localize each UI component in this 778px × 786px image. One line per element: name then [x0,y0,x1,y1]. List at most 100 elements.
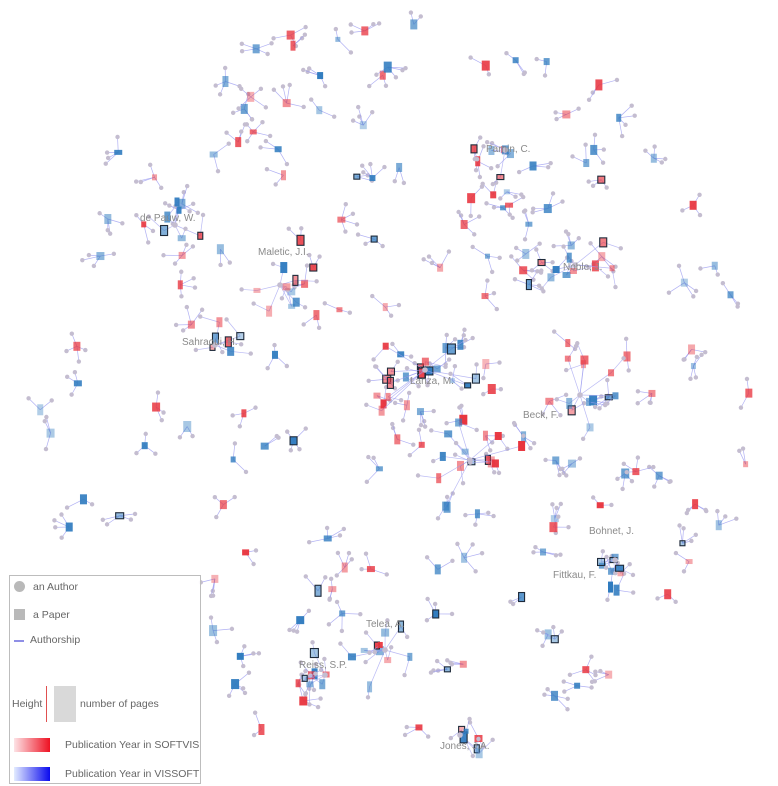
author-node [565,707,570,712]
paper-node [386,367,396,376]
paper-node [292,297,300,307]
author-node [226,693,232,698]
hub-author-node [382,647,388,653]
author-node [161,410,166,415]
author-node [533,544,538,550]
author-node [558,501,564,507]
author-node [208,615,214,620]
author-node [190,433,195,439]
paper-node [286,30,295,40]
paper-node [443,666,451,673]
author-node [42,418,47,424]
author-node [545,687,550,692]
authorship-link [174,224,201,237]
author-node [363,630,369,635]
authorship-link [574,242,604,266]
paper-node [73,380,82,387]
author-node [474,362,479,367]
author-node [307,252,312,258]
paper-node [439,451,446,461]
paper-node [567,459,576,468]
author-node [457,405,462,410]
paper-node [655,471,663,480]
paper-node [337,216,346,223]
author-node [698,266,703,271]
authorship-link [588,401,606,406]
author-node [306,540,312,545]
author-node [497,360,502,365]
author-node [553,553,559,558]
authorship-link [718,518,737,526]
author-node [404,724,409,730]
author-node [463,337,468,343]
authorship-link [478,739,493,754]
paper-node [177,235,186,242]
author-node [498,196,503,201]
author-node [190,244,196,249]
author-node [333,26,339,32]
paper-node [417,367,426,379]
author-node [418,422,424,428]
author-node [299,226,304,231]
author-node [146,214,151,219]
author-node [265,51,270,57]
author-node [550,191,556,196]
author-node [367,650,372,655]
author-node [363,551,369,556]
author-node [307,702,312,707]
author-node [697,192,702,197]
paper-node [518,440,526,451]
paper-node [384,657,392,664]
hub-author-node [172,222,178,228]
authorship-link [200,316,220,323]
author-node [173,322,179,328]
paper-node [280,262,288,274]
author-node [418,14,423,19]
paper-node [547,273,555,282]
author-node [26,396,31,401]
author-node [273,182,278,187]
author-node [491,513,496,519]
paper-node [46,428,55,438]
author-node [214,514,219,520]
author-node [143,431,148,437]
paper-node [506,149,514,159]
authorship-link [552,504,556,519]
paper-node [209,151,218,158]
author-node [565,696,570,702]
author-node [184,183,190,189]
authorship-link [582,427,591,439]
author-node [403,65,408,71]
author-node [238,342,244,347]
authorship-link [579,372,612,396]
author-node [364,402,369,407]
author-node [80,257,85,263]
author-node [382,164,387,170]
author-node [559,629,564,634]
paper-node [457,339,464,350]
paper-node [496,174,505,181]
authorship-link [463,552,483,559]
paper-node [471,373,481,384]
paper-node [582,666,590,674]
author-node [159,417,164,423]
author-node [631,590,636,595]
author-node [395,359,400,365]
author-node [529,268,535,273]
author-node [461,333,466,338]
author-node [621,461,627,467]
author-node [363,241,368,247]
author-node [734,516,739,521]
author-node [592,679,598,684]
paper-node [689,200,697,210]
paper-node [152,174,158,181]
author-node [431,408,436,414]
paper-node [481,293,489,300]
paper-node [608,581,614,593]
paper-node [608,567,616,575]
authorship-link [524,224,530,240]
legend-height-label: Height [12,698,43,710]
paper-node [287,288,296,296]
paper-node [685,559,693,565]
